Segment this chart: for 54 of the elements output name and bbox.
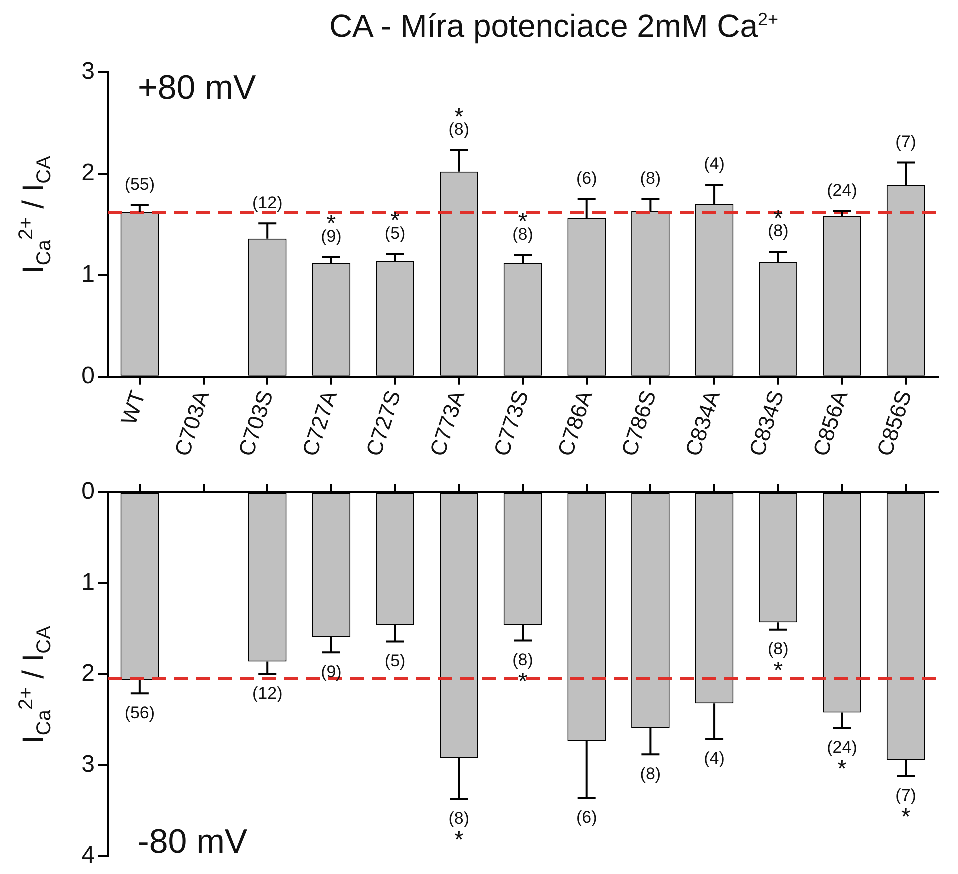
annotation: -80 mV (138, 822, 248, 861)
annotation: (55) (124, 175, 156, 194)
annotation: (8) (768, 222, 789, 241)
annotation: (12) (252, 684, 283, 704)
y-tick-label: 1 (82, 261, 95, 288)
x-tick-label: C703A (170, 387, 214, 460)
annotation: (9) (321, 226, 342, 246)
x-tick-label: C834S (744, 388, 789, 460)
annotation: (56) (124, 703, 156, 722)
y-tick-label: 0 (82, 478, 95, 506)
y-tick-label: 3 (82, 751, 95, 778)
annotation: (6) (576, 168, 598, 188)
annotation: * (454, 826, 464, 854)
x-tick-label: C786A (552, 387, 598, 460)
annotation: * (901, 804, 911, 832)
annotation: * (518, 668, 528, 696)
annotation: (6) (576, 808, 598, 828)
annotation: (8) (448, 120, 470, 140)
annotation: (8) (640, 168, 662, 188)
annotation: (8) (512, 224, 534, 244)
annotation: * (774, 658, 784, 685)
annotation: (4) (704, 748, 725, 768)
x-tick-label: C856A (808, 387, 853, 460)
annotation: (7) (896, 786, 916, 806)
annotation: (8) (640, 764, 662, 784)
y-tick-label: 2 (82, 160, 95, 187)
x-tick-label: WT (116, 388, 150, 428)
annotation: (5) (384, 224, 406, 243)
y-tick-label: 3 (82, 58, 95, 86)
annotation: (5) (384, 651, 406, 670)
x-tick-label: C834A (680, 387, 726, 460)
annotation: (8) (768, 640, 789, 659)
x-tick-label: C727S (361, 388, 406, 460)
annotation: (9) (321, 662, 342, 682)
y-tick-label: 2 (82, 660, 95, 688)
annotation: +80 mV (138, 68, 256, 107)
annotation: (12) (252, 193, 283, 212)
x-tick-label: C703S (234, 388, 278, 460)
annotation: * (838, 756, 847, 783)
x-tick-label: C773A (425, 387, 470, 460)
annotation: (4) (704, 154, 725, 174)
y-tick-label: 0 (82, 362, 95, 390)
x-tick-label: C727A (297, 387, 342, 460)
annotation: (8) (448, 808, 470, 828)
x-tick-label: C786S (616, 388, 662, 460)
x-tick-label: C856S (872, 388, 917, 460)
y-tick-label: 1 (82, 569, 95, 596)
annotation: (7) (896, 132, 916, 152)
chart-title: CA - Míra potenciace 2mM Ca$^{2+}$ (328, 8, 780, 45)
annotation: (24) (827, 181, 858, 200)
annotation: (24) (827, 738, 858, 757)
x-tick-label: C773S (488, 388, 534, 460)
annotation: (8) (512, 650, 534, 670)
y-tick-label: 4 (82, 842, 95, 870)
